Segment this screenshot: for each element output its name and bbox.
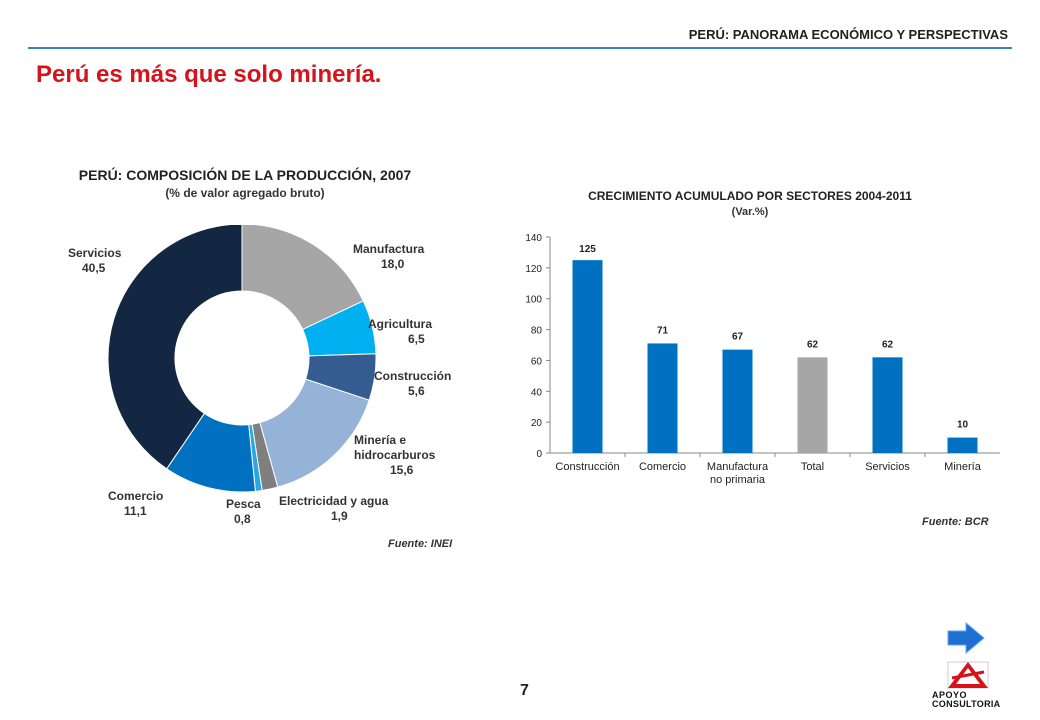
bar-chart: 0 20 40 60 80 100 120 140 125 Construcción 71 Comer… [525, 233, 1000, 486]
x-tick-label-total: Total [801, 461, 824, 473]
pie-chart: Manufactura 18,0 Agricultura 6,5 Construcció… [68, 225, 451, 526]
pie-label-mineria-e-hidrocarburos: Minería e hidrocarburos 15,6 [354, 433, 436, 477]
y-tick-label: 40 [531, 387, 543, 398]
data-label-mineria: 10 [957, 420, 969, 431]
pie-label-pesca: Pesca 0,8 [226, 497, 261, 526]
data-label-comercio: 71 [657, 325, 669, 336]
page-number: 7 [520, 682, 529, 699]
pie-label-comercio: Comercio 11,1 [108, 489, 163, 518]
pie-label-agricultura: Agricultura 6,5 [368, 317, 432, 346]
pie-value-servicios: 40,5 [82, 261, 106, 275]
bar-servicios [872, 357, 903, 453]
y-tick-label: 80 [531, 326, 543, 337]
logo-text-line2: CONSULTORIA [932, 699, 1001, 709]
header-title: PERÚ: PANORAMA ECONÓMICO Y PERSPECTIVAS [688, 27, 1008, 42]
apoyo-consultoria-logo: APOYO CONSULTORIA [928, 660, 1014, 709]
bar-chart-source: Fuente: BCR [922, 516, 989, 528]
pie-chart-title: PERÚ: COMPOSICIÓN DE LA PRODUCCIÓN, 2007 [78, 167, 412, 183]
x-tick-label-manufactura-no-primaria: Manufactura no primaria [707, 461, 769, 486]
x-tick-label-construccion: Construcción [555, 461, 619, 473]
pie-label-electricidad-y-agua: Electricidad y agua 1,9 [279, 494, 389, 523]
bar-total [797, 357, 828, 453]
y-tick-label: 100 [525, 295, 542, 306]
arrow-right-icon [947, 621, 985, 655]
y-tick-label: 140 [525, 233, 542, 244]
x-tick-label-servicios: Servicios [865, 461, 910, 473]
pie-label-construccion: Construcción 5,6 [374, 369, 451, 398]
pie-value-manufactura: 18,0 [381, 257, 405, 271]
bar-manufactura-no-primaria [722, 349, 753, 453]
next-slide-button[interactable] [946, 621, 986, 655]
pie-chart-subtitle: (% de valor agregado bruto) [165, 186, 325, 200]
pie-value-pesca: 0,8 [234, 512, 251, 526]
logo-mark [947, 661, 989, 689]
pie-value-comercio: 11,1 [124, 504, 147, 518]
pie-slice-mineria-e-hidrocarburos [259, 378, 370, 488]
y-tick-label: 20 [531, 418, 543, 429]
y-tick-label: 120 [525, 264, 542, 275]
x-tick-label-mineria: Minería [944, 461, 982, 473]
header-divider [28, 47, 1012, 49]
y-tick-label: 0 [536, 449, 542, 460]
pie-label-manufactura: Manufactura 18,0 [353, 242, 425, 271]
data-label-manufactura-no-primaria: 67 [732, 332, 744, 343]
data-label-servicios: 62 [882, 339, 894, 350]
pie-value-construccion: 5,6 [408, 384, 425, 398]
bar-chart-title: CRECIMIENTO ACUMULADO POR SECTORES 2004-… [588, 189, 912, 203]
x-tick-label-comercio: Comercio [639, 461, 686, 473]
logo-text-line1: APOYO [932, 690, 968, 700]
bar-chart-subtitle: (Var.%) [731, 206, 769, 218]
pie-value-electricidad-y-agua: 1,9 [331, 509, 348, 523]
pie-chart-source: Fuente: INEI [388, 538, 453, 550]
data-label-construccion: 125 [579, 244, 596, 255]
pie-value-mineria-e-hidrocarburos: 15,6 [390, 463, 414, 477]
pie-slice-servicios [107, 225, 243, 470]
pie-value-agricultura: 6,5 [408, 332, 425, 346]
y-tick-label: 60 [531, 356, 543, 367]
page-title: Perú es más que solo minería. [36, 61, 382, 88]
bar-construccion [572, 260, 603, 453]
bar-comercio [647, 343, 678, 453]
data-label-total: 62 [807, 339, 819, 350]
bar-mineria [947, 437, 978, 453]
pie-label-servicios: Servicios 40,5 [68, 246, 122, 275]
